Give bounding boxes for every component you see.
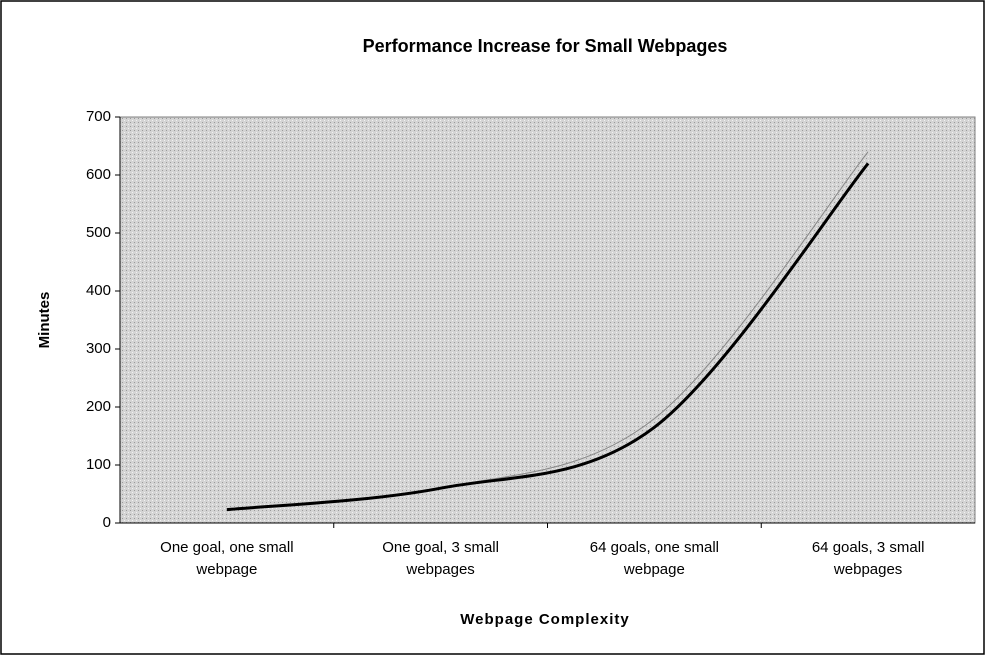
y-tick-label: 200 [86,398,111,415]
series-line [226,162,870,512]
y-tick-label: 100 [86,456,111,473]
x-tick-label: 64 goals, 3 small webpages [811,539,925,578]
x-axis-label: Webpage Complexity [460,611,629,628]
plot-area [119,116,976,524]
y-tick-label: 400 [86,282,111,299]
x-tick-label: One goal, one small webpage [160,539,294,578]
y-tick-label: 300 [86,340,111,357]
x-tick-label: 64 goals, one small webpage [589,539,719,578]
y-axis-label: Minutes [36,292,53,349]
y-tick-label: 600 [86,166,111,183]
y-tick-label: 500 [86,224,111,241]
y-tick-label: 700 [86,108,111,125]
chart-title: Performance Increase for Small Webpages [363,36,728,56]
x-tick-label: One goal, 3 small webpages [382,539,499,578]
y-tick-label: 0 [103,514,111,531]
